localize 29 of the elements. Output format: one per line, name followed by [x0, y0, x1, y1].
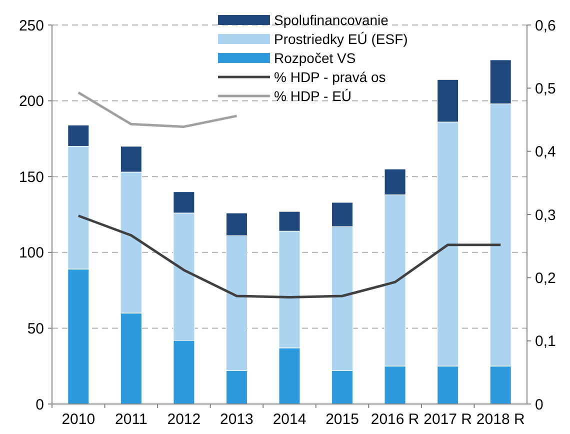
- y2-tick-label: 0,2: [535, 270, 556, 287]
- y2-tick-label: 0,3: [535, 206, 556, 224]
- y2-tick-label: 0,1: [535, 333, 556, 350]
- legend-label: Spolufinancovanie: [274, 12, 389, 28]
- legend-label: % HDP - EÚ: [274, 88, 352, 104]
- y2-tick-label: 0,4: [535, 144, 556, 161]
- y-tick-label: 250: [18, 17, 44, 34]
- x-tick-label: 2012: [167, 411, 201, 428]
- legend-label: Rozpočet VS: [274, 50, 356, 66]
- legend-label: % HDP - pravá os: [274, 68, 386, 85]
- y-tick-label: 50: [27, 320, 44, 338]
- line-series: [77, 91, 238, 128]
- y-tick-label: 200: [18, 93, 44, 110]
- y2-tick-label: 0,5: [535, 80, 556, 98]
- x-tick-label: 2016 R: [370, 411, 420, 428]
- x-tick-label: 2018 R: [476, 411, 525, 428]
- y-tick-label: 150: [18, 168, 44, 186]
- x-tick-label: 2013: [220, 411, 254, 428]
- y-tick-label: 100: [18, 244, 44, 262]
- y-tick-label: 0: [36, 396, 44, 414]
- x-tick-label: 2011: [115, 411, 148, 428]
- x-tick-label: 2017 R: [424, 411, 472, 428]
- y2-tick-label: 0,6: [535, 17, 556, 34]
- y2-tick-label: 0: [535, 396, 544, 414]
- x-tick-label: 2010: [62, 411, 96, 428]
- line-series: [77, 214, 502, 298]
- x-tick-label: 2014: [272, 411, 306, 428]
- x-tick-label: 2015: [326, 411, 359, 428]
- legend-label: Prostriedky EÚ (ESF): [274, 30, 408, 47]
